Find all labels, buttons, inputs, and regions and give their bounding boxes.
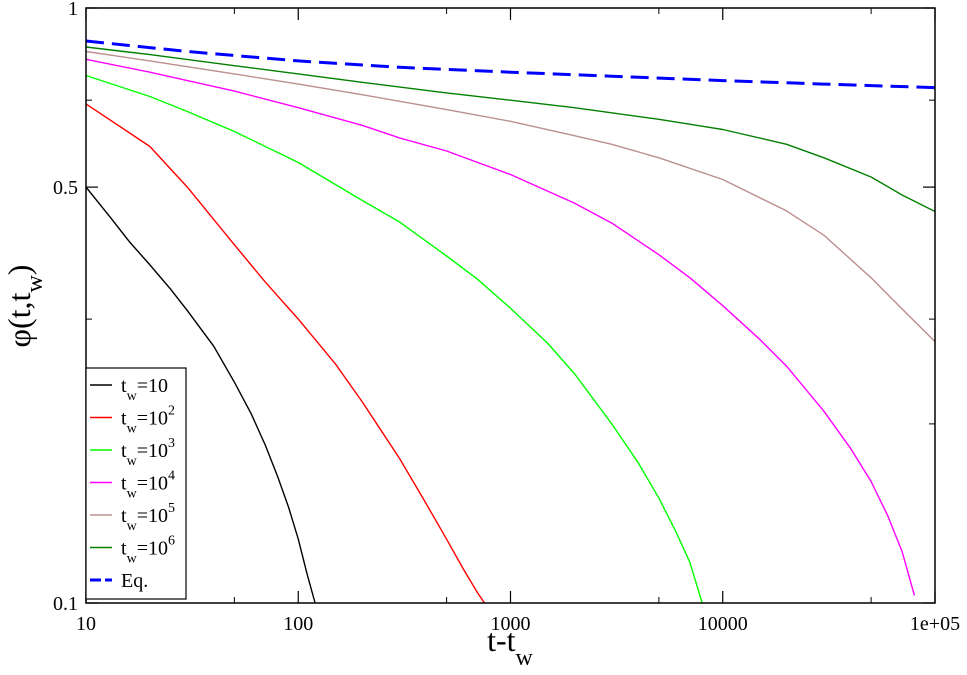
series-line-5	[86, 46, 935, 213]
y-axis-label: φ(t,tw)	[1, 265, 48, 348]
legend-label: tw=102	[121, 404, 175, 437]
series-line-2	[86, 74, 703, 603]
x-tick-label: 1000	[491, 613, 531, 635]
ticks-layer: 10 100 1000 10000 1e+05 0.1 0.5 1	[53, 0, 960, 635]
series-line-1	[86, 103, 486, 603]
x-tick-label: 10000	[698, 613, 748, 635]
series-line-3	[86, 58, 916, 596]
legend-label: tw=106	[121, 534, 175, 567]
x-tick-label: 100	[283, 613, 313, 635]
y-tick-label: 1	[68, 0, 78, 20]
series-line-6	[86, 39, 935, 90]
legend-box	[85, 367, 187, 600]
x-tick-label: 10	[76, 613, 96, 635]
series-line-4	[86, 50, 935, 343]
plot-frame	[85, 7, 936, 604]
legend-label: Eq.	[121, 570, 148, 592]
y-tick-label: 0.1	[53, 593, 78, 615]
legend-label: tw=103	[121, 436, 175, 469]
x-axis-label: t-tw	[487, 622, 533, 671]
series-layer	[86, 39, 935, 603]
legend-label: tw=105	[121, 501, 175, 534]
legend-label: tw=10	[121, 375, 168, 404]
axis-labels: t-tw φ(t,tw)	[1, 265, 534, 671]
legend-label: tw=104	[121, 469, 175, 502]
x-tick-label: 1e+05	[910, 613, 960, 635]
y-tick-label: 0.5	[53, 177, 78, 199]
series-line-0	[86, 186, 316, 603]
